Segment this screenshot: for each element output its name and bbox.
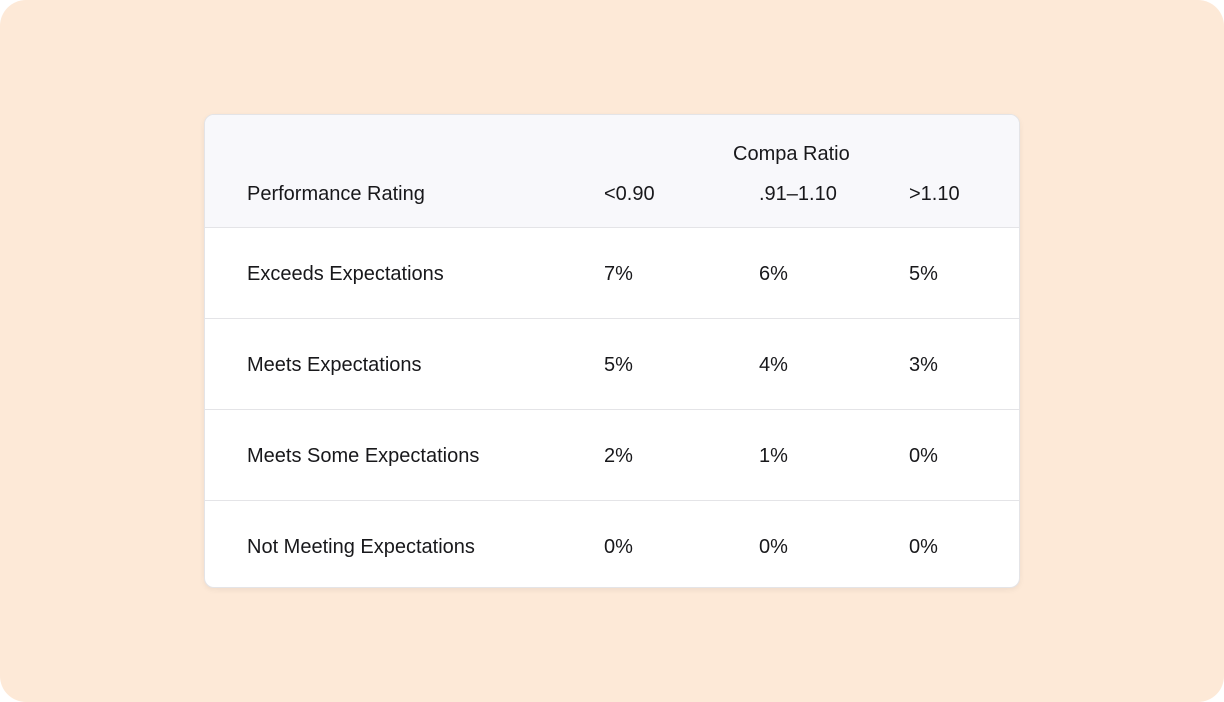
table-cell: 0% (604, 536, 633, 558)
table-row: Exceeds Expectations 7% 6% 5% (205, 228, 1019, 319)
table-cell: 2% (604, 445, 633, 467)
table-cell: 5% (604, 354, 633, 376)
row-rating-label: Not Meeting Expectations (247, 536, 475, 558)
column-header-above-1-10: >1.10 (909, 183, 960, 205)
row-rating-label: Meets Expectations (247, 354, 422, 376)
table-cell: 6% (759, 263, 788, 285)
table-row: Not Meeting Expectations 0% 0% 0% (205, 501, 1019, 587)
column-header-0-91-to-1-10: .91–1.10 (759, 183, 837, 205)
row-rating-label: Exceeds Expectations (247, 263, 444, 285)
table-cell: 7% (604, 263, 633, 285)
table-cell: 0% (909, 536, 938, 558)
column-header-below-0-90: <0.90 (604, 183, 655, 205)
compa-ratio-group-header: Compa Ratio (733, 143, 850, 165)
table-header: Compa Ratio Performance Rating <0.90 .91… (205, 115, 1019, 228)
table-cell: 3% (909, 354, 938, 376)
table-row: Meets Expectations 5% 4% 3% (205, 319, 1019, 410)
table-row: Meets Some Expectations 2% 1% 0% (205, 410, 1019, 501)
row-rating-label: Meets Some Expectations (247, 445, 480, 467)
column-header-performance-rating: Performance Rating (247, 183, 425, 205)
table-cell: 0% (759, 536, 788, 558)
table-cell: 1% (759, 445, 788, 467)
table-cell: 0% (909, 445, 938, 467)
merit-matrix-table: Compa Ratio Performance Rating <0.90 .91… (204, 114, 1020, 588)
table-cell: 4% (759, 354, 788, 376)
table-cell: 5% (909, 263, 938, 285)
